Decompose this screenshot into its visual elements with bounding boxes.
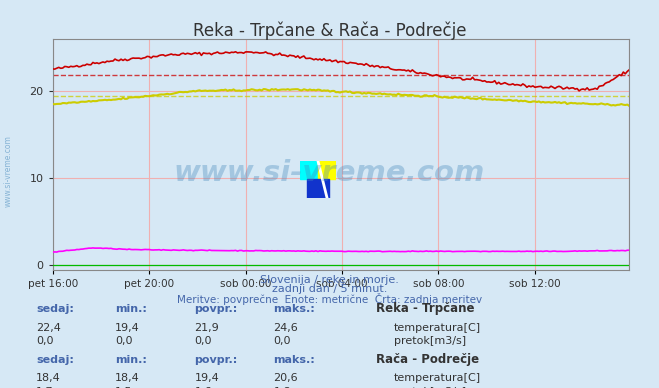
Text: maks.:: maks.: [273,304,315,314]
Text: sedaj:: sedaj: [36,355,74,365]
Text: 21,9: 21,9 [194,323,219,333]
Text: temperatura[C]: temperatura[C] [394,373,481,383]
Text: 0,0: 0,0 [194,336,212,346]
Text: min.:: min.: [115,304,147,314]
Text: 18,4: 18,4 [36,373,61,383]
Text: 18,4: 18,4 [115,373,140,383]
Text: Rača - Podrečje: Rača - Podrečje [376,353,478,366]
Text: Meritve: povprečne  Enote: metrične  Črta: zadnja meritev: Meritve: povprečne Enote: metrične Črta:… [177,293,482,305]
Bar [318,161,336,179]
Text: maks.:: maks.: [273,355,315,365]
Bar [300,161,318,179]
Text: 1,7: 1,7 [36,386,54,388]
Text: povpr.:: povpr.: [194,304,238,314]
Text: zadnji dan / 5 minut.: zadnji dan / 5 minut. [272,284,387,294]
Text: 24,6: 24,6 [273,323,299,333]
Text: 19,4: 19,4 [115,323,140,333]
Text: 20,6: 20,6 [273,373,298,383]
Text: sedaj:: sedaj: [36,304,74,314]
Text: 1,8: 1,8 [273,386,291,388]
Text: pretok[m3/s]: pretok[m3/s] [394,386,466,388]
Text: 0,0: 0,0 [273,336,291,346]
Text: www.si-vreme.com: www.si-vreme.com [174,159,485,187]
Text: temperatura[C]: temperatura[C] [394,323,481,333]
Text: 0,0: 0,0 [115,336,133,346]
Text: Slovenija / reke in morje.: Slovenija / reke in morje. [260,275,399,285]
Text: 1,6: 1,6 [194,386,212,388]
Text: 22,4: 22,4 [36,323,61,333]
Text: pretok[m3/s]: pretok[m3/s] [394,336,466,346]
Text: min.:: min.: [115,355,147,365]
Text: Reka - Trpčane: Reka - Trpčane [376,302,474,315]
Text: www.si-vreme.com: www.si-vreme.com [3,135,13,207]
Text: 19,4: 19,4 [194,373,219,383]
Text: Reka - Trpčane & Rača - Podrečje: Reka - Trpčane & Rača - Podrečje [192,21,467,40]
Text: 0,0: 0,0 [36,336,54,346]
Bar [307,179,329,198]
Text: 1,5: 1,5 [115,386,133,388]
Text: povpr.:: povpr.: [194,355,238,365]
